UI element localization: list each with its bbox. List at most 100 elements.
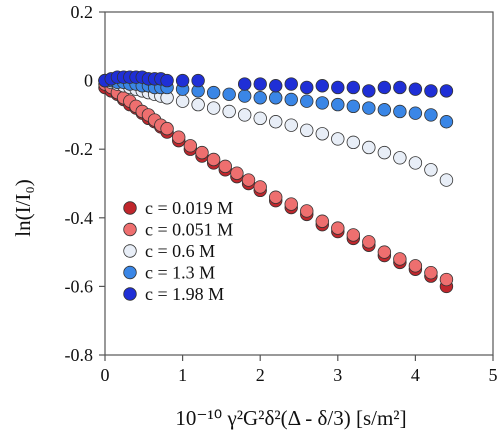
data-point-series-3 [393, 151, 407, 165]
data-point-series-3 [346, 135, 361, 150]
data-point-series-4 [237, 89, 252, 103]
data-point-series-3 [408, 156, 423, 170]
data-point-series-2 [393, 252, 407, 266]
data-point-series-2 [346, 228, 361, 242]
data-point-series-2 [218, 159, 232, 174]
data-point-series-2 [160, 121, 174, 136]
data-point-series-5 [346, 80, 361, 95]
data-point-series-3 [175, 94, 190, 108]
data-point-series-3 [222, 104, 236, 119]
data-point-series-3 [253, 111, 267, 126]
legend-label: c = 0.051 M [145, 220, 233, 240]
data-point-series-4 [206, 85, 221, 100]
data-point-series-5 [408, 82, 423, 96]
legend-marker [123, 265, 137, 280]
y-tick-label: -0.4 [65, 208, 94, 228]
data-point-series-5 [253, 77, 267, 91]
legend-label: c = 1.3 M [145, 263, 215, 283]
data-point-series-2 [315, 214, 329, 228]
legend-marker [123, 222, 137, 237]
data-point-series-2 [183, 139, 198, 153]
data-point-series-2 [269, 190, 283, 204]
data-point-series-2 [284, 197, 298, 211]
legend-marker [123, 201, 137, 215]
data-point-series-2 [362, 235, 376, 249]
legend-marker [123, 287, 137, 301]
x-tick-label: 5 [489, 365, 498, 385]
data-point-series-2 [241, 173, 256, 187]
axis-ticks: 0 1 2 3 4 5 0.2 0 -0.2 -0.4 -0.6 -0.8 [65, 2, 498, 385]
x-tick-label: 1 [178, 365, 187, 385]
data-point-series-2 [172, 130, 186, 144]
plot-frame [104, 11, 494, 356]
data-point-series-3 [237, 108, 252, 122]
legend-marker [123, 244, 137, 258]
x-tick-label: 4 [411, 365, 420, 385]
y-axis-label: ln(I/I₀) [11, 179, 35, 236]
data-point-series-3 [300, 123, 314, 138]
data-point-series-5 [300, 80, 314, 95]
data-point-series-2 [253, 180, 267, 194]
data-point-series-5 [175, 73, 190, 88]
data-point-series-3 [424, 163, 438, 177]
data-point-series-2 [439, 272, 454, 287]
data-point-series-2 [331, 221, 345, 235]
data-point-series-2 [230, 166, 244, 180]
data-point-series-2 [377, 245, 392, 259]
data-point-series-2 [424, 265, 438, 280]
data-point-series-5 [315, 79, 329, 93]
data-point-series-4 [269, 91, 283, 105]
data-point-series-3 [331, 132, 345, 146]
legend: c = 0.019 Mc = 0.051 Mc = 0.6 Mc = 1.3 M… [123, 198, 233, 304]
data-point-series-4 [315, 96, 329, 110]
data-point-series-4 [393, 104, 407, 119]
data-point-series-3 [377, 145, 392, 160]
data-point-series-5 [439, 84, 454, 98]
data-point-series-5 [237, 77, 252, 91]
data-point-series-5 [191, 73, 205, 88]
data-point-series-5 [393, 80, 407, 95]
data-point-series-2 [206, 152, 221, 167]
y-tick-label: 0 [84, 71, 93, 91]
data-point-series-4 [408, 106, 423, 120]
data-point-series-3 [269, 115, 283, 129]
x-tick-label: 0 [101, 365, 110, 385]
data-point-series-3 [206, 101, 221, 115]
data-point-series-4 [300, 94, 314, 108]
data-points [98, 70, 454, 294]
data-point-series-2 [408, 259, 423, 273]
data-point-series-4 [362, 101, 376, 115]
data-point-series-4 [222, 87, 236, 102]
data-point-series-2 [195, 145, 209, 160]
data-point-series-3 [362, 140, 376, 155]
data-point-series-4 [253, 91, 267, 105]
data-point-series-5 [160, 73, 174, 88]
y-tick-label: 0.2 [71, 2, 94, 22]
data-point-series-3 [284, 118, 298, 132]
data-point-series-5 [331, 80, 345, 95]
data-point-series-3 [191, 97, 205, 112]
x-axis-label: 10⁻¹⁰ γ²G²δ²(Δ - δ/3) [s/m²] [175, 406, 406, 430]
data-point-series-5 [284, 77, 298, 91]
x-tick-label: 3 [333, 365, 342, 385]
x-tick-label: 2 [256, 365, 265, 385]
data-point-series-5 [362, 84, 376, 98]
data-point-series-4 [439, 115, 454, 129]
data-point-series-4 [284, 92, 298, 107]
legend-label: c = 1.98 M [145, 284, 224, 304]
data-point-series-5 [424, 84, 438, 98]
legend-label: c = 0.019 M [145, 198, 233, 218]
data-point-series-4 [346, 99, 361, 114]
plot-area-border [104, 11, 494, 356]
legend-label: c = 0.6 M [145, 241, 215, 261]
data-point-series-4 [331, 97, 345, 112]
data-point-series-3 [439, 173, 454, 187]
data-point-series-4 [377, 103, 392, 117]
y-tick-label: -0.2 [65, 139, 94, 159]
data-point-series-4 [424, 108, 438, 122]
data-point-series-5 [269, 79, 283, 93]
y-tick-label: -0.8 [65, 345, 94, 365]
y-tick-label: -0.6 [65, 276, 94, 296]
